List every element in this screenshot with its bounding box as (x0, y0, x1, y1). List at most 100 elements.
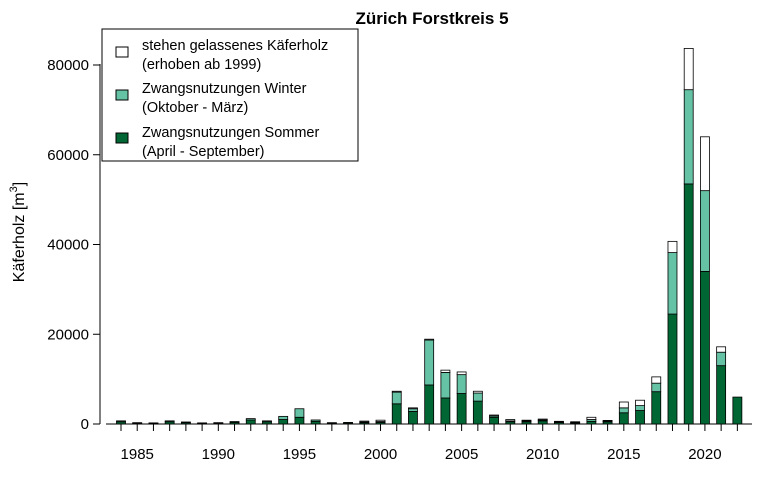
bar-sommer-2018 (667, 313, 678, 425)
bar-winter-1990 (213, 422, 224, 424)
bar-winter-1998 (343, 422, 353, 424)
bar-winter-1984 (116, 420, 126, 423)
bar-sommer-1996 (310, 420, 321, 425)
bar-winter-2018 (667, 252, 678, 315)
bar-winter-2015 (618, 407, 629, 414)
bar-winter-1988 (180, 421, 191, 424)
bar-winter-2017 (651, 382, 662, 393)
bar-sommer-2005 (456, 393, 467, 425)
bar-winter-2003 (424, 339, 435, 386)
bar-sommer-2003 (424, 384, 435, 425)
bar-stehen-1999 (359, 420, 370, 423)
bar-sommer-2015 (618, 412, 629, 425)
bar-sommer-2016 (635, 410, 645, 425)
bar-stehen-2000 (375, 419, 386, 422)
bar-stehen-2007 (489, 414, 499, 417)
y-tick-label: 0 (81, 416, 89, 433)
bar-sommer-2019 (683, 183, 694, 425)
bar-winter-1986 (148, 422, 159, 425)
bar-stehen-2001 (391, 390, 402, 393)
bar-sommer-1995 (294, 416, 305, 425)
bar-winter-1989 (197, 422, 208, 425)
bar-stehen-2003 (424, 338, 435, 341)
x-tick-label: 2005 (445, 446, 478, 463)
legend-label-winter: Zwangsnutzungen Winter (Oktober - März) (142, 81, 307, 116)
bar-stehen-2015 (618, 401, 629, 409)
bar-winter-1985 (132, 422, 143, 424)
y-tick-label: 20000 (47, 326, 89, 343)
bar-winter-1997 (326, 422, 337, 424)
y-axis-label-main: Käferholz [m (11, 192, 28, 282)
bar-stehen-2012 (570, 421, 581, 423)
bar-stehen-2020 (700, 136, 710, 192)
y-axis: 0 20000 40000 60000 80000 (47, 57, 101, 433)
bar-sommer-2013 (586, 420, 597, 425)
x-tick-label: 1985 (121, 446, 154, 463)
y-axis-label-superscript: 3 (8, 186, 20, 192)
bar-sommer-2002 (408, 411, 418, 425)
legend: stehen gelassenes Käferholz (erhoben ab 1… (101, 28, 359, 162)
bar-winter-1991 (229, 421, 240, 423)
bar-winter-2021 (716, 351, 727, 367)
x-tick-label: 2015 (607, 446, 640, 463)
bar-sommer-2017 (651, 391, 662, 425)
bar-stehen-2002 (408, 407, 418, 410)
bar-winter-1995 (294, 408, 305, 418)
legend-box (101, 28, 359, 162)
bar-stehen-2013 (586, 416, 597, 420)
bar-stehen-2016 (635, 399, 645, 407)
bar-stehen-2008 (505, 419, 516, 422)
bar-stehen-2019 (683, 47, 694, 91)
bar-winter-1993 (262, 420, 272, 423)
bar-winter-2005 (456, 374, 467, 394)
legend-swatch-stehen (115, 46, 129, 58)
bar-sommer-2007 (489, 416, 499, 425)
y-tick-label: 80000 (47, 57, 89, 74)
bar-stehen-2009 (521, 419, 532, 422)
bars-group (116, 47, 743, 425)
bar-sommer-2004 (440, 397, 451, 425)
bar-winter-2004 (440, 371, 451, 399)
x-tick-label: 1990 (202, 446, 235, 463)
y-tick-label: 60000 (47, 147, 89, 164)
bar-stehen-2021 (716, 346, 727, 353)
bar-stehen-2018 (667, 240, 678, 253)
y-axis-label-suffix: ] (11, 182, 28, 186)
bar-winter-1992 (245, 418, 256, 421)
y-tick-label: 40000 (47, 237, 89, 254)
bar-winter-1996 (310, 419, 321, 422)
bar-sommer-2010 (537, 420, 548, 425)
chart-title: Zürich Forstkreis 5 (355, 9, 508, 28)
legend-swatch-sommer (115, 132, 129, 144)
bar-stehen-2010 (537, 418, 548, 421)
legend-label-stehen: stehen gelassenes Käferholz (erhoben ab 1… (142, 38, 328, 73)
bar-stehen-2005 (456, 371, 467, 376)
legend-label-sommer: Zwangsnutzungen Sommer (April - September… (142, 125, 319, 160)
bar-stehen-2004 (440, 369, 451, 373)
bar-stehen-2014 (602, 420, 613, 422)
y-axis-label: Käferholz [m3] (8, 182, 28, 282)
bar-sommer-2020 (700, 271, 710, 425)
bar-winter-1994 (278, 415, 289, 420)
bar-winter-1987 (164, 420, 175, 423)
bar-sommer-2022 (732, 396, 743, 425)
legend-swatch-winter (115, 89, 129, 101)
bar-winter-2016 (635, 405, 645, 411)
bar-sommer-2021 (716, 365, 727, 425)
bar-sommer-2006 (472, 400, 483, 425)
bar-winter-2001 (391, 391, 402, 405)
bar-winter-2020 (700, 190, 710, 272)
bar-winter-2006 (472, 392, 483, 402)
bar-stehen-2006 (472, 390, 483, 394)
x-tick-label: 2000 (364, 446, 397, 463)
bar-sommer-2001 (391, 403, 402, 425)
bar-stehen-2011 (554, 420, 564, 423)
bar-winter-2002 (408, 408, 418, 412)
x-tick-label: 1995 (283, 446, 316, 463)
bar-sommer-1994 (278, 419, 289, 425)
bar-winter-2019 (683, 89, 694, 185)
bar-stehen-2017 (651, 376, 662, 384)
x-axis: 1985 1990 1995 2000 2005 2010 2015 2020 (106, 423, 752, 463)
x-tick-label: 2020 (688, 446, 721, 463)
